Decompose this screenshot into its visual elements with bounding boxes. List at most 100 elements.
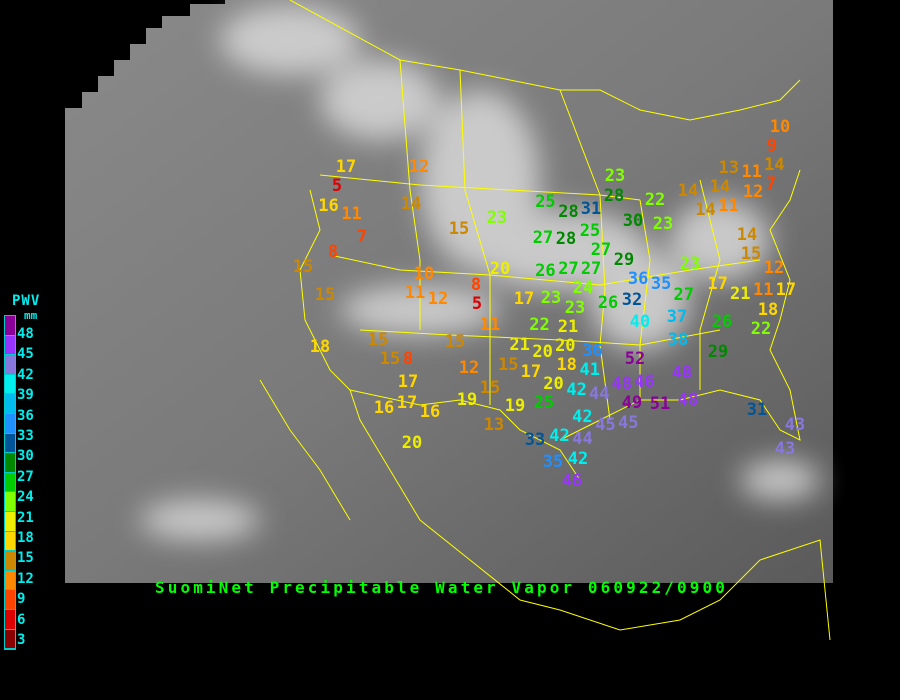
station-pwv-value: 42 bbox=[549, 425, 570, 446]
station-pwv-value: 36 bbox=[582, 340, 603, 361]
station-pwv-value: 44 bbox=[572, 429, 593, 450]
station-pwv-value: 25 bbox=[535, 191, 556, 212]
station-pwv-value: 17 bbox=[397, 371, 419, 392]
legend-swatch bbox=[5, 570, 15, 591]
station-pwv-value: 37 bbox=[666, 306, 688, 327]
station-pwv-value: 35 bbox=[650, 273, 672, 294]
station-pwv-value: 20 bbox=[401, 432, 423, 453]
legend-swatch bbox=[5, 453, 15, 473]
station-pwv-value: 17 bbox=[707, 273, 728, 294]
station-pwv-value: 13 bbox=[483, 415, 505, 436]
legend-tick-label: 9 bbox=[17, 591, 26, 608]
map-title: SuomiNet Precipitable Water Vapor 060922… bbox=[155, 578, 728, 597]
station-pwv-value: 23 bbox=[564, 297, 586, 318]
station-pwv-value: 20 bbox=[543, 373, 564, 394]
cloud-cover bbox=[140, 5, 820, 540]
station-pwv-value: 15 bbox=[292, 256, 314, 277]
legend-swatch bbox=[5, 413, 15, 434]
legend-tick-label: 27 bbox=[17, 468, 34, 485]
station-pwv-value: 42 bbox=[572, 406, 593, 427]
station-pwv-value: 17 bbox=[520, 361, 542, 382]
political-borders bbox=[259, 0, 831, 641]
station-pwv-value: 23 bbox=[540, 287, 562, 308]
station-pwv-value: 15 bbox=[314, 284, 336, 305]
station-pwv-value: 46 bbox=[634, 371, 655, 392]
station-pwv-value: 42 bbox=[566, 379, 587, 400]
station-pwv-value: 52 bbox=[624, 348, 646, 369]
station-pwv-value: 25 bbox=[533, 392, 555, 413]
station-pwv-value: 31 bbox=[580, 198, 602, 219]
legend-tick-label: 30 bbox=[17, 448, 34, 465]
station-pwv-value: 16 bbox=[419, 401, 441, 422]
station-pwv-value: 15 bbox=[444, 331, 466, 352]
station-pwv-value: 27 bbox=[532, 227, 554, 248]
station-pwv-value: 15 bbox=[479, 377, 501, 398]
station-pwv-value: 36 bbox=[627, 268, 649, 289]
station-pwv-value: 30 bbox=[622, 210, 644, 231]
station-pwv-value: 5 bbox=[331, 176, 343, 197]
station-pwv-value: 12 bbox=[763, 257, 785, 278]
station-pwv-value: 45 bbox=[595, 414, 616, 435]
legend-swatch bbox=[5, 316, 15, 336]
station-pwv-value: 25 bbox=[579, 220, 601, 241]
station-pwv-value: 20 bbox=[555, 335, 576, 356]
station-pwv-value: 27 bbox=[558, 258, 579, 279]
legend-swatch bbox=[5, 472, 15, 493]
legend-swatch bbox=[5, 511, 15, 532]
station-pwv-value: 19 bbox=[456, 389, 478, 410]
station-pwv-value: 27 bbox=[673, 284, 694, 305]
legend-tick-label: 18 bbox=[17, 530, 34, 546]
station-pwv-value: 18 bbox=[757, 299, 779, 320]
legend-tick-label: 42 bbox=[17, 366, 34, 383]
station-pwv-value: 16 bbox=[318, 195, 339, 216]
station-pwv-value: 23 bbox=[604, 165, 626, 186]
station-pwv-value: 22 bbox=[750, 319, 772, 340]
station-pwv-value: 17 bbox=[513, 288, 535, 309]
station-pwv-value: 11 bbox=[341, 203, 362, 224]
legend-tick-label: 33 bbox=[17, 428, 34, 444]
station-pwv-value: 26 bbox=[711, 311, 733, 332]
station-pwv-value: 17 bbox=[335, 156, 357, 177]
legend-tick-label: 21 bbox=[17, 509, 34, 526]
legend-swatch bbox=[5, 629, 15, 650]
legend-swatch bbox=[5, 531, 15, 552]
station-pwv-value: 14 bbox=[400, 193, 422, 214]
legend-tick-label: 12 bbox=[17, 570, 34, 587]
station-pwv-value: 28 bbox=[558, 201, 579, 222]
station-pwv-value: 29 bbox=[613, 249, 635, 270]
station-pwv-value: 28 bbox=[603, 185, 625, 206]
station-pwv-value: 14 bbox=[709, 176, 731, 197]
station-pwv-value: 41 bbox=[579, 360, 600, 381]
legend-swatch bbox=[5, 374, 15, 395]
station-pwv-value: 49 bbox=[621, 393, 643, 414]
station-pwv-value: 21 bbox=[729, 283, 751, 304]
station-pwv-value: 51 bbox=[649, 393, 671, 414]
station-pwv-value: 18 bbox=[309, 336, 331, 357]
station-pwv-value: 44 bbox=[588, 383, 610, 404]
station-pwv-value: 7 bbox=[356, 226, 368, 247]
legend-swatch bbox=[5, 355, 15, 375]
station-pwv-value: 45 bbox=[617, 412, 639, 433]
legend-swatch bbox=[5, 492, 15, 512]
legend-tick-label: 6 bbox=[17, 611, 26, 628]
legend-tick-label: 15 bbox=[17, 550, 34, 567]
station-pwv-value: 21 bbox=[509, 334, 530, 355]
station-pwv-value: 11 bbox=[718, 196, 739, 217]
station-pwv-value: 22 bbox=[529, 314, 550, 335]
station-pwv-value: 48 bbox=[611, 373, 633, 394]
station-pwv-value: 23 bbox=[679, 253, 701, 274]
station-pwv-value: 15 bbox=[367, 329, 389, 350]
station-pwv-value: 15 bbox=[740, 244, 762, 265]
station-pwv-value: 17 bbox=[396, 392, 418, 413]
station-pwv-value: 16 bbox=[373, 397, 395, 418]
station-pwv-value: 12 bbox=[427, 288, 449, 309]
station-pwv-value: 40 bbox=[629, 311, 651, 332]
legend-swatch bbox=[5, 433, 15, 454]
station-pwv-value: 46 bbox=[561, 471, 583, 492]
station-pwv-value: 19 bbox=[504, 395, 526, 416]
legend-tick-label: 36 bbox=[17, 407, 34, 424]
station-pwv-value: 15 bbox=[448, 218, 470, 239]
station-pwv-value: 23 bbox=[486, 207, 508, 228]
station-pwv-value: 38 bbox=[667, 329, 689, 350]
